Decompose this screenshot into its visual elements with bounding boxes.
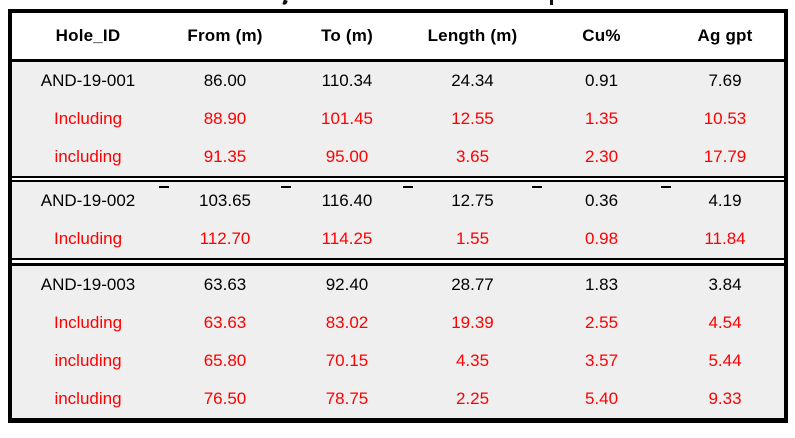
cell-length: 28.77 (451, 275, 494, 294)
cell-hole-id: Including (53, 313, 123, 332)
header-length: Length (m) (427, 26, 518, 45)
cell-cu-pct: 1.83 (584, 275, 619, 294)
table-row: AND-19-002 103.65 116.40 12.75 0.36 4.19 (12, 182, 784, 220)
cell-length: 2.25 (455, 389, 490, 408)
cell-from: 63.63 (203, 275, 247, 294)
cell-to: 95.00 (325, 147, 369, 166)
cell-length: 19.39 (451, 313, 494, 332)
cell-to: 83.02 (325, 313, 369, 332)
cell-to: 114.25 (321, 229, 373, 248)
border-artifact-dash (532, 186, 542, 188)
table-row: Including 88.90 101.45 12.55 1.35 10.53 (12, 100, 784, 138)
header-ag-gpt: Ag gpt (697, 26, 753, 45)
table-row: AND-19-003 63.63 92.40 28.77 1.83 3.84 (12, 266, 784, 304)
cell-ag-gpt: 5.44 (708, 351, 742, 370)
cell-to: 92.40 (325, 275, 369, 294)
cell-cu-pct: 1.35 (584, 109, 619, 128)
cell-ag-gpt: 10.53 (703, 109, 747, 128)
cell-ag-gpt: 11.84 (704, 229, 746, 248)
cell-length: 12.55 (451, 109, 494, 128)
cell-to: 78.75 (325, 389, 369, 408)
cell-length: 4.35 (455, 351, 490, 370)
cell-to: 110.34 (321, 71, 373, 90)
cell-to: 101.45 (321, 109, 373, 128)
cell-from: 88.90 (203, 109, 247, 128)
table-row: AND-19-001 86.00 110.34 24.34 0.91 7.69 (12, 62, 784, 100)
cell-ag-gpt: 4.19 (708, 191, 742, 210)
table-header-row: Hole_ID From (m) To (m) Length (m) Cu% A… (12, 13, 784, 62)
header-to: To (m) (321, 26, 373, 45)
cell-cu-pct: 2.30 (584, 147, 619, 166)
cell-hole-id: Including (53, 229, 123, 248)
clipped-title-descender (282, 0, 288, 6)
cell-from: 103.65 (199, 191, 251, 210)
group-separator (12, 176, 784, 188)
cell-ag-gpt: 17.79 (703, 147, 747, 166)
cell-hole-id: Including (53, 109, 123, 128)
cell-hole-id: including (54, 147, 122, 166)
border-artifact-dash (403, 186, 413, 188)
cell-to: 70.15 (325, 351, 369, 370)
cell-length: 1.55 (455, 229, 490, 248)
cell-from: 86.00 (203, 71, 247, 90)
cell-hole-id: AND-19-003 (40, 275, 136, 294)
cell-length: 24.34 (451, 71, 494, 90)
border-artifact-dash (661, 186, 671, 188)
table-row: Including 112.70 114.25 1.55 0.98 11.84 (12, 220, 784, 258)
border-artifact-dash (159, 186, 169, 188)
cell-cu-pct: 3.57 (584, 351, 619, 370)
header-hole-id: Hole_ID (55, 26, 121, 45)
cell-cu-pct: 0.91 (584, 71, 619, 90)
table-row: including 76.50 78.75 2.25 5.40 9.33 (12, 380, 784, 418)
border-artifact-dash (281, 186, 291, 188)
cell-from: 65.80 (203, 351, 247, 370)
cell-ag-gpt: 3.84 (708, 275, 742, 294)
cell-cu-pct: 0.98 (584, 229, 619, 248)
cell-cu-pct: 5.40 (584, 389, 619, 408)
cell-hole-id: AND-19-001 (40, 71, 136, 90)
table-body: AND-19-001 86.00 110.34 24.34 0.91 7.69 … (12, 62, 784, 418)
cell-from: 91.35 (203, 147, 247, 166)
cell-length: 12.75 (451, 191, 494, 210)
cell-hole-id: AND-19-002 (40, 191, 136, 210)
table-row: including 65.80 70.15 4.35 3.57 5.44 (12, 342, 784, 380)
group-separator (12, 258, 784, 266)
cell-length: 3.65 (455, 147, 490, 166)
cell-from: 112.70 (199, 229, 251, 248)
cell-ag-gpt: 9.33 (708, 389, 742, 408)
header-from: From (m) (187, 26, 263, 45)
cell-from: 76.50 (203, 389, 247, 408)
cell-ag-gpt: 4.54 (708, 313, 742, 332)
header-cu-pct: Cu% (582, 26, 621, 45)
cell-cu-pct: 0.36 (584, 191, 619, 210)
table-row: Including 63.63 83.02 19.39 2.55 4.54 (12, 304, 784, 342)
clipped-title-descender (550, 0, 553, 5)
table-row: including 91.35 95.00 3.65 2.30 17.79 (12, 138, 784, 176)
cell-cu-pct: 2.55 (584, 313, 619, 332)
cell-to: 116.40 (321, 191, 373, 210)
cell-ag-gpt: 7.69 (708, 71, 742, 90)
assay-results-table: Hole_ID From (m) To (m) Length (m) Cu% A… (8, 9, 788, 423)
cell-hole-id: including (54, 351, 122, 370)
cell-hole-id: including (54, 389, 122, 408)
cell-from: 63.63 (203, 313, 247, 332)
